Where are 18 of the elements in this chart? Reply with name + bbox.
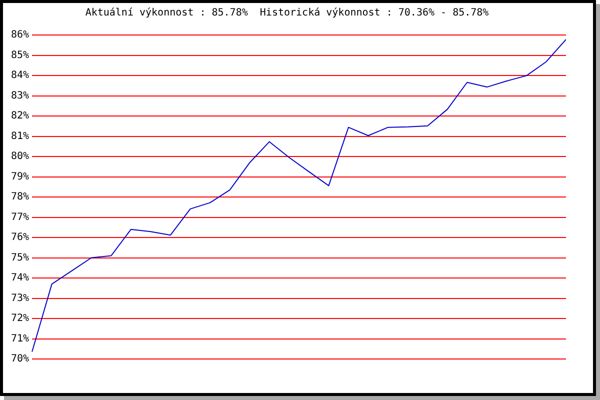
- y-tick-label: 71%: [11, 333, 30, 344]
- y-tick-label: 78%: [11, 192, 30, 203]
- y-tick-label: 82%: [11, 110, 30, 122]
- y-tick-label: 76%: [11, 232, 30, 244]
- y-tick-label: 84%: [11, 70, 30, 82]
- y-tick-label: 73%: [11, 292, 30, 304]
- y-tick-label: 85%: [11, 50, 30, 61]
- y-tick-label: 81%: [11, 130, 30, 142]
- chart-title: Aktuální výkonnost : 85.78% Historická výkonnost : 70.36% - 85.78%: [85, 8, 489, 19]
- y-tick-label: 72%: [11, 313, 30, 324]
- y-tick-label: 75%: [11, 252, 30, 264]
- y-tick-label: 79%: [11, 171, 30, 182]
- y-tick-label: 83%: [11, 90, 30, 102]
- y-tick-label: 70%: [11, 354, 30, 365]
- y-tick-label: 80%: [11, 151, 30, 162]
- y-tick-label: 77%: [11, 212, 30, 223]
- y-tick-label: 86%: [11, 30, 30, 41]
- y-tick-label: 74%: [11, 272, 30, 284]
